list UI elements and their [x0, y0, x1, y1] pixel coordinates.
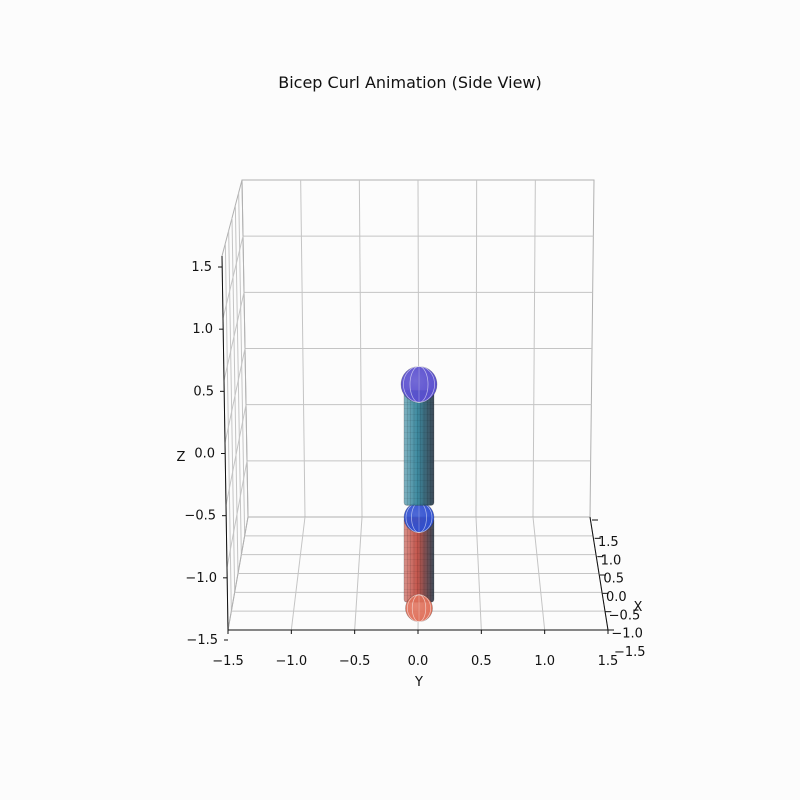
- x-tick-label: 1.5: [598, 535, 619, 550]
- back-grid-vline: [475, 179, 478, 518]
- z-tick-label: −0.5: [184, 509, 216, 524]
- hand-sphere: [405, 594, 433, 623]
- z-tick-label: 1.0: [192, 322, 213, 337]
- z-tick-label: 0.5: [193, 384, 214, 399]
- chart-title: Bicep Curl Animation (Side View): [278, 73, 542, 92]
- x-tick-label: 1.0: [601, 553, 622, 568]
- shoulder-meridian: [409, 366, 429, 403]
- y-axis-label: Y: [414, 675, 423, 690]
- hand-meridian: [406, 594, 432, 623]
- side-grid-vline: [224, 243, 232, 612]
- hand-meridian: [411, 594, 427, 623]
- side-grid-vline: [228, 230, 236, 593]
- x-tick-label: −0.5: [609, 608, 641, 623]
- y-tick-label: −1.5: [212, 654, 244, 669]
- x-axis-label: X: [634, 600, 643, 615]
- hand-meridian: [411, 594, 427, 623]
- x-tick-label: −1.0: [611, 627, 643, 642]
- hand-meridian: [406, 594, 432, 623]
- shoulder-meridian: [403, 366, 435, 403]
- y-tick-label: 1.0: [534, 654, 555, 669]
- z-axis-label: Z: [177, 450, 186, 465]
- z-tick-label: 1.5: [191, 260, 212, 275]
- y-tick-label: −0.5: [339, 654, 371, 669]
- side-grid-vline: [231, 217, 239, 574]
- y-tick-label: 0.0: [408, 654, 429, 669]
- x-tick-label: 0.5: [603, 572, 624, 587]
- y-tick-label: −1.0: [276, 654, 308, 669]
- y-tick-label: 0.5: [471, 654, 492, 669]
- z-tick-label: −1.0: [185, 571, 217, 586]
- shoulder-sphere: [400, 366, 438, 403]
- upper-arm-cylinder: [403, 390, 435, 506]
- shoulder-meridian: [409, 366, 429, 403]
- z-axis-line: [221, 255, 229, 631]
- y-tick-label: 1.5: [598, 654, 619, 669]
- x-axis-line: [589, 516, 609, 631]
- x-tick-label: 0.0: [606, 590, 627, 605]
- arm-model: [400, 366, 438, 623]
- x-tick-label: −1.5: [614, 645, 646, 660]
- axis-ticks: −1.5 −1.0 −0.5 0.0 0.5 1.0 1.5−1.5−1.0−0.50.00…: [184, 255, 646, 669]
- z-tick-label: 0.0: [194, 447, 215, 462]
- z-tick-label: −1.5: [186, 633, 218, 648]
- shoulder-meridian: [403, 366, 435, 403]
